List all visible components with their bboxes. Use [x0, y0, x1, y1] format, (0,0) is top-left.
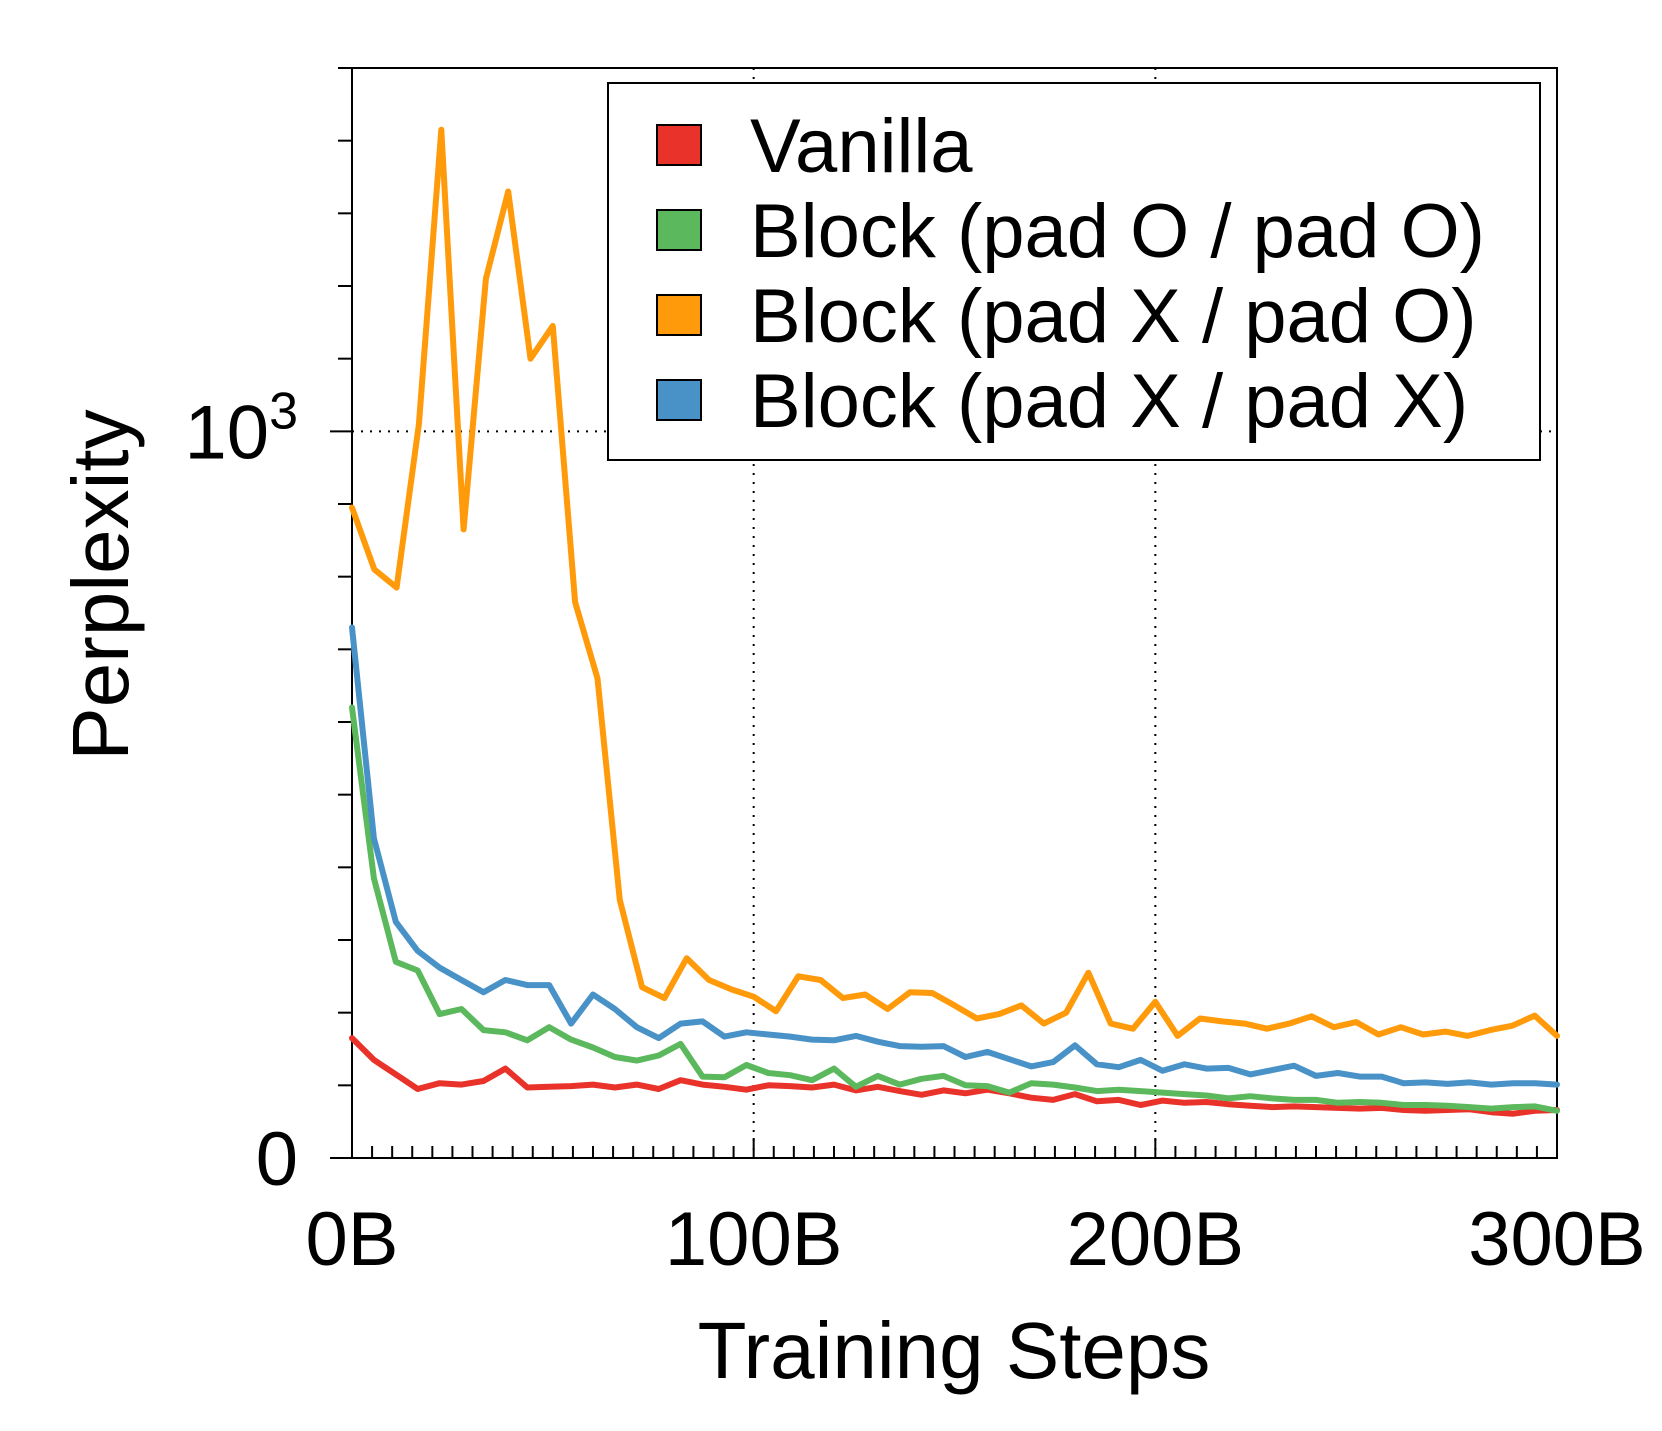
series-line-2 [349, 704, 1560, 1114]
y-tick-label: 103 [185, 382, 298, 475]
series-line-4 [349, 624, 1560, 1088]
y-axis-label: Perplexity [56, 409, 145, 760]
legend-label: Vanilla [750, 104, 973, 189]
legend-label: Block (pad O / pad O) [750, 189, 1485, 274]
y-tick-label: 0 [256, 1117, 298, 1202]
x-tick-label: 0B [306, 1197, 399, 1282]
legend-swatch [656, 379, 702, 421]
series-line-3 [349, 126, 1560, 1039]
legend-label: Block (pad X / pad O) [750, 274, 1477, 359]
x-axis-label: Training Steps [698, 1306, 1211, 1395]
legend-box [607, 82, 1541, 461]
x-tick-label: 200B [1067, 1197, 1245, 1282]
legend-swatch [656, 294, 702, 336]
x-tick-label: 300B [1468, 1197, 1646, 1282]
legend-swatch [656, 124, 702, 166]
x-tick-label: 100B [665, 1197, 843, 1282]
legend-swatch [656, 209, 702, 251]
series-line-1 [349, 1035, 1560, 1117]
legend-label: Block (pad X / pad X) [750, 359, 1468, 444]
y-tick-exponent: 3 [269, 382, 298, 440]
tick-labels: 0B 100B 200B 300B 0 103 [185, 382, 1646, 1282]
series-layer [349, 126, 1560, 1117]
axis-ticks [330, 67, 1558, 1159]
